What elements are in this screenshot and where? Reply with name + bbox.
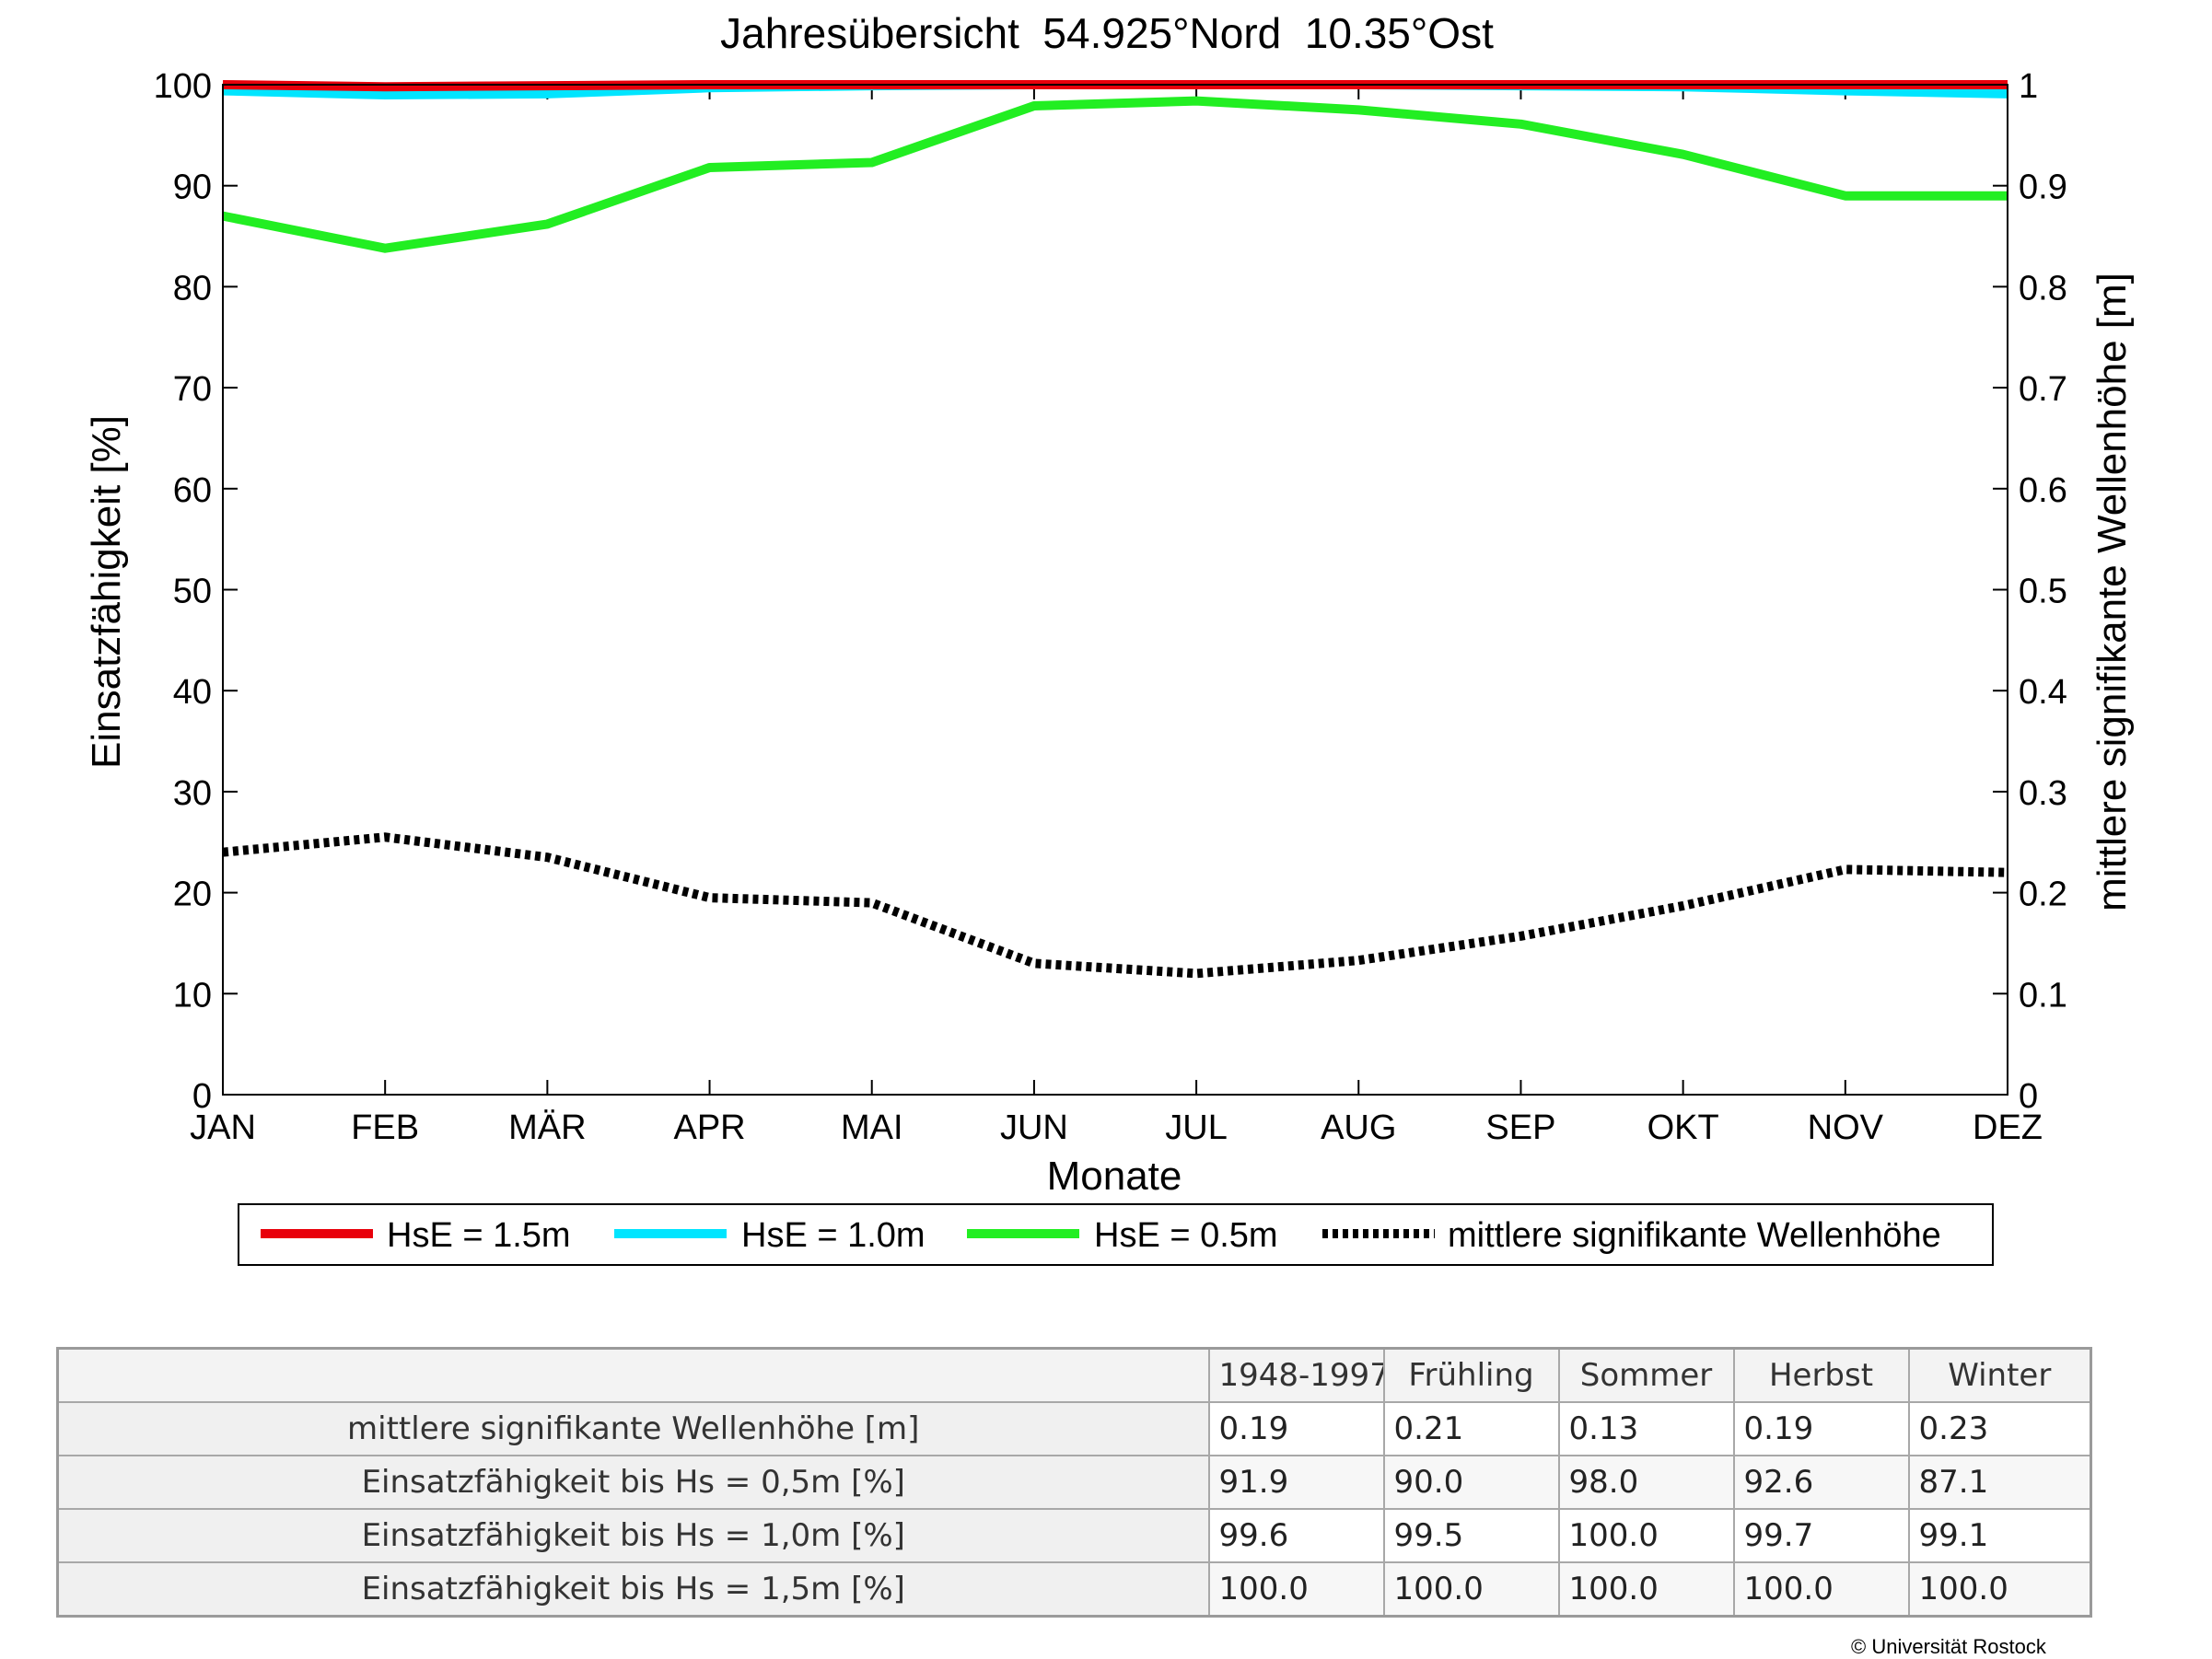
table-header-row: 1948-1997 Frühling Sommer Herbst Winter [56, 1347, 2092, 1403]
y2-tick-label: 0.9 [2019, 168, 2067, 207]
table-row-label: mittlere signifikante Wellenhöhe [m] [56, 1401, 1210, 1456]
x-tick-label: DEZ [1973, 1108, 2043, 1147]
table-cell: 100.0 [1207, 1561, 1385, 1618]
table-cell: 100.0 [1557, 1508, 1735, 1563]
x-tick-label: JUN [1000, 1108, 1068, 1147]
chart: Jahresübersicht 54.925°Nord 10.35°Ost Ei… [84, 9, 2135, 1266]
series-line-3 [222, 96, 2008, 253]
table-cell: 87.1 [1907, 1455, 2092, 1510]
y2-tick-label: 1 [2019, 67, 2038, 106]
table-cell: 99.5 [1382, 1508, 1560, 1563]
table-cell: 92.6 [1732, 1455, 1910, 1510]
y-tick-label: 10 [173, 976, 212, 1015]
y2-tick-label: 0.1 [2019, 976, 2067, 1015]
y2-tick-label: 0.7 [2019, 370, 2067, 409]
table-cell: 99.7 [1732, 1508, 1910, 1563]
x-tick-label: APR [673, 1108, 745, 1147]
x-tick-label: MÄR [508, 1108, 586, 1147]
x-tick-label: OKT [1647, 1108, 1719, 1147]
table-row: Einsatzfähigkeit bis Hs = 1,0m [%] 99.6 … [56, 1508, 2092, 1563]
table-cell: 0.19 [1207, 1401, 1385, 1456]
table-row-label: Einsatzfähigkeit bis Hs = 1,5m [%] [56, 1561, 1210, 1618]
x-tick-label: SEP [1485, 1108, 1555, 1147]
table-cell: 100.0 [1732, 1561, 1910, 1618]
table-header-cell: Sommer [1557, 1347, 1735, 1403]
y-tick-label: 60 [173, 471, 212, 510]
y2-tick-label: 0.2 [2019, 876, 2067, 914]
table-cell: 99.6 [1207, 1508, 1385, 1563]
x-tick-label: MAI [841, 1108, 903, 1147]
table-row: mittlere signifikante Wellenhöhe [m] 0.1… [56, 1401, 2092, 1456]
y-tick-label: 70 [173, 370, 212, 409]
table-cell: 100.0 [1557, 1561, 1735, 1618]
plot-frame [222, 84, 2008, 1096]
x-axis-label: Monate [1047, 1154, 1182, 1199]
table-cell: 0.13 [1557, 1401, 1735, 1456]
y-tick-label: 80 [173, 269, 212, 307]
table-cell: 0.19 [1732, 1401, 1910, 1456]
x-tick-label: JAN [190, 1108, 256, 1147]
copyright-notice: © Universität Rostock [1851, 1635, 2046, 1658]
y-tick-label: 90 [173, 168, 212, 207]
table-cell: 0.23 [1907, 1401, 2092, 1456]
x-tick-label: NOV [1808, 1108, 1884, 1147]
legend-label: mittlere signifikante Wellenhöhe [1448, 1216, 1941, 1255]
y2-tick-label: 0 [2019, 1077, 2038, 1116]
table-cell: 98.0 [1557, 1455, 1735, 1510]
x-tick-label: FEB [351, 1108, 419, 1147]
table-header-cell: Winter [1907, 1347, 2092, 1403]
y2-tick-label: 0.6 [2019, 471, 2067, 510]
y2-tick-label: 0.5 [2019, 573, 2067, 611]
x-tick-label: JUL [1165, 1108, 1228, 1147]
legend-label: HsE = 1.5m [387, 1216, 571, 1255]
table-cell: 91.9 [1207, 1455, 1385, 1510]
table-header-cell [56, 1347, 1210, 1403]
table-header-cell: Frühling [1382, 1347, 1560, 1403]
y-tick-label: 20 [173, 876, 212, 914]
chart-title: Jahresübersicht 54.925°Nord 10.35°Ost [720, 9, 1494, 57]
y2-tick-label: 0.4 [2019, 673, 2067, 712]
table-cell: 100.0 [1907, 1561, 2092, 1618]
table-cell: 100.0 [1382, 1561, 1560, 1618]
legend-label: HsE = 0.5m [1094, 1216, 1278, 1255]
y-tick-label: 0 [192, 1077, 212, 1116]
table-header-cell: Herbst [1732, 1347, 1910, 1403]
x-tick-label: AUG [1321, 1108, 1396, 1147]
y-axis-label: Einsatzfähigkeit [%] [84, 415, 129, 769]
y-tick-label: 30 [173, 774, 212, 813]
y-tick-label: 40 [173, 673, 212, 712]
table-cell: 99.1 [1907, 1508, 2092, 1563]
table-header-cell: 1948-1997 [1207, 1347, 1385, 1403]
series-line-4 [222, 832, 2008, 979]
y2-tick-label: 0.3 [2019, 774, 2067, 813]
y-tick-label: 50 [173, 573, 212, 611]
table-row: Einsatzfähigkeit bis Hs = 1,5m [%] 100.0… [56, 1561, 2092, 1618]
legend: HsE = 1.5m HsE = 1.0m HsE = 0.5m mittlere s… [238, 1203, 1994, 1266]
table-cell: 0.21 [1382, 1401, 1560, 1456]
legend-box [238, 1203, 1994, 1266]
summary-table: 1948-1997 Frühling Sommer Herbst Winter … [56, 1347, 2092, 1618]
y-tick-label: 100 [154, 67, 212, 106]
legend-label: HsE = 1.0m [741, 1216, 926, 1255]
table-cell: 90.0 [1382, 1455, 1560, 1510]
y2-axis-label: mittlere signifikante Wellenhöhe [m] [2090, 273, 2135, 911]
table-row-label: Einsatzfähigkeit bis Hs = 1,0m [%] [56, 1508, 1210, 1563]
table-row-label: Einsatzfähigkeit bis Hs = 0,5m [%] [56, 1455, 1210, 1510]
y2-tick-label: 0.8 [2019, 269, 2067, 307]
table-row: Einsatzfähigkeit bis Hs = 0,5m [%] 91.9 … [56, 1455, 2092, 1510]
